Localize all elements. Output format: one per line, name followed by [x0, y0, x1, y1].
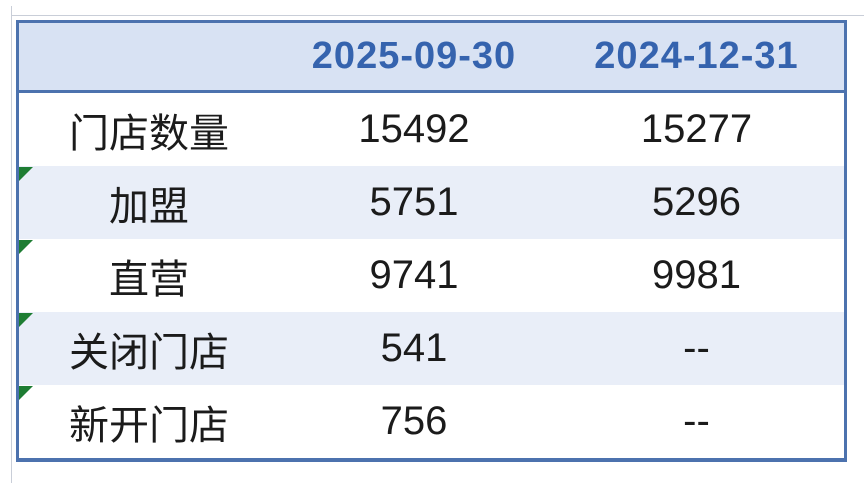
table-row: 直营 9741 9981 — [19, 239, 844, 312]
row-value: 756 — [380, 399, 448, 443]
spreadsheet-gridline-horizontal — [11, 15, 864, 16]
spreadsheet-gridline-vertical — [11, 6, 12, 483]
column-header: 2024-12-31 — [594, 35, 799, 77]
row-value: 5751 — [369, 180, 459, 224]
error-indicator-icon — [19, 313, 33, 327]
row-value: 9981 — [652, 253, 741, 297]
row-value: 15277 — [640, 107, 753, 151]
row-value: 15492 — [358, 107, 470, 151]
row-value: 541 — [380, 326, 448, 370]
row-label: 关闭门店 — [69, 330, 229, 375]
column-header: 2025-09-30 — [311, 35, 517, 77]
store-count-table: 2025-09-30 2024-12-31 门店数量 15492 15277 加… — [16, 20, 847, 462]
row-value: -- — [683, 326, 710, 370]
row-value: 9741 — [369, 253, 459, 297]
table-row: 新开门店 756 -- — [19, 385, 844, 458]
error-indicator-icon — [19, 167, 33, 181]
error-indicator-icon — [19, 240, 33, 254]
table-row: 关闭门店 541 -- — [19, 312, 844, 385]
row-value: -- — [683, 399, 710, 443]
row-value: 5296 — [652, 180, 741, 224]
table-row: 加盟 5751 5296 — [19, 166, 844, 239]
row-label: 新开门店 — [69, 403, 229, 448]
table-row: 门店数量 15492 15277 — [19, 93, 844, 166]
row-label: 门店数量 — [69, 111, 229, 156]
error-indicator-icon — [19, 386, 33, 400]
row-label: 直营 — [109, 257, 189, 302]
table-header-row: 2025-09-30 2024-12-31 — [19, 23, 844, 93]
row-label: 加盟 — [109, 184, 189, 229]
